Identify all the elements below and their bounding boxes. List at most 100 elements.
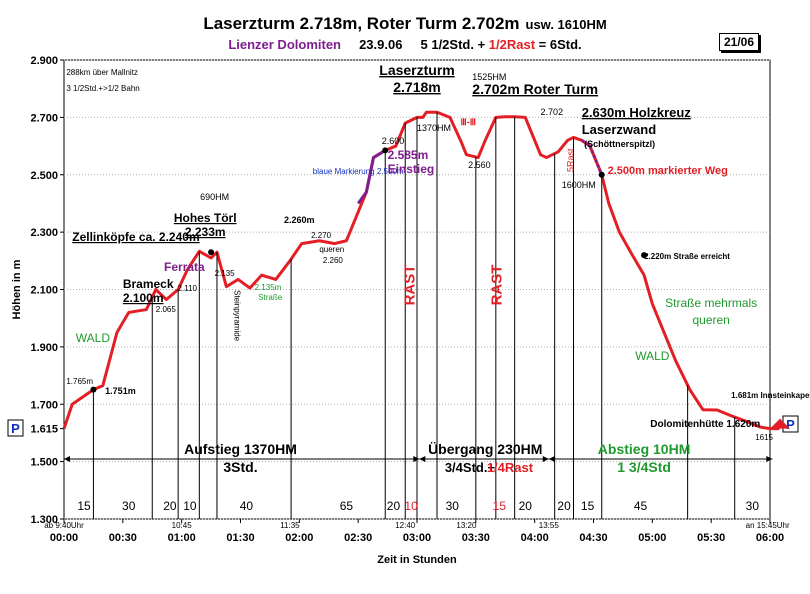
- waypoint-dot-2: [641, 252, 648, 259]
- x-tick-label-9: 04:30: [579, 532, 607, 544]
- grade-label: Ⅲ-Ⅲ: [461, 117, 476, 127]
- x-tick-label-12: 06:00: [756, 532, 784, 544]
- brameck-elev: 2.100m: [123, 291, 164, 305]
- strasse-queren-label: queren: [692, 313, 729, 327]
- segment-minutes-10: 20: [519, 499, 533, 513]
- elev-2135m: 2.135m: [255, 283, 282, 292]
- segment-minutes-12: 15: [581, 499, 595, 513]
- page-number-badge: 21/06: [719, 33, 759, 51]
- time-mark-6: an 15:45Uhr: [746, 521, 790, 530]
- x-tick-label-11: 05:30: [697, 532, 725, 544]
- einstieg-label: Einstieg: [388, 162, 435, 176]
- aufstieg-arrow-head-right: [413, 456, 420, 462]
- time-mark-5: 13:55: [539, 521, 560, 530]
- y-tick-label-2: 1.615: [30, 424, 58, 436]
- queren-small: queren: [319, 245, 344, 254]
- region-label: Lienzer Dolomiten: [228, 37, 341, 52]
- y-tick-label-1: 1.500: [30, 457, 58, 469]
- waypoint-dot-4: [208, 249, 215, 256]
- blue-marker-section: [356, 149, 387, 205]
- elev-1751: 1.751m: [105, 386, 136, 396]
- time-rast: 1/2Rast: [488, 37, 536, 52]
- time-mark-0: ab 9:40Uhr: [44, 521, 84, 530]
- parking-start-box: [7, 419, 24, 437]
- strasse-mehrmals-label: Straße mehrmals: [665, 296, 757, 310]
- abstieg-arrow-head-left: [548, 456, 555, 462]
- time-mark-1: 10:45: [172, 521, 193, 530]
- y-tick-label-0: 1.300: [30, 514, 58, 526]
- segment-minutes-6: 20: [387, 499, 401, 513]
- elev-2260-top: 2.260m: [284, 215, 315, 225]
- chart-header: Laserzturm 2.718m, Roter Turm 2.702m usw.…: [0, 0, 810, 56]
- elev-2702: 2.702: [541, 107, 564, 117]
- roter-turm-label: 2.702m Roter Turm: [472, 81, 598, 97]
- y-axis-label: Höhen in m: [11, 259, 23, 319]
- uebergang-label: Übergang 230HM: [428, 441, 542, 457]
- waypoint-dot-3: [90, 386, 97, 393]
- x-tick-label-7: 03:30: [462, 532, 490, 544]
- laserzturm-label: Laserzturm: [379, 62, 454, 78]
- elev-2260: 2.260: [323, 256, 344, 265]
- waypoint-dot-1: [598, 171, 605, 178]
- ferrata-label: Ferrata: [164, 260, 205, 274]
- x-tick-label-0: 00:00: [50, 532, 78, 544]
- uebergang-time: 3/4Std.+: [445, 460, 496, 475]
- segment-minutes-0: 15: [77, 499, 91, 513]
- x-tick-label-5: 02:30: [344, 532, 372, 544]
- km288-label: 288km über Mallnitz: [66, 68, 138, 77]
- date-label: 23.9.06: [359, 37, 403, 52]
- title-text: Laserzturm 2.718m, Roter Turm 2.702m: [203, 14, 520, 33]
- x-tick-label-6: 03:00: [403, 532, 431, 544]
- x-tick-label-2: 01:00: [168, 532, 196, 544]
- laserzturm-elev: 2.718m: [393, 79, 440, 95]
- abstieg-time: 1 3/4Std: [617, 459, 671, 475]
- holzkreuz-label: 2.630m Holzkreuz: [582, 105, 692, 120]
- dolomitenhuette-label: Dolomitenhütte 1.620m: [650, 419, 760, 430]
- rest-label-2: RAST: [489, 265, 506, 306]
- blaue-label: blaue Markierung 2.500m: [313, 167, 404, 176]
- hm1370-label: 1370HM: [417, 123, 451, 133]
- elev-2110: 2.110: [178, 284, 198, 293]
- chart-subtitle: Lienzer Dolomiten 23.9.06 5 1/2Std. + 1/…: [0, 37, 810, 52]
- elev-2585: 2.585m: [388, 148, 429, 162]
- zellin-label: Zellinköpfe ca. 2.240m: [72, 230, 199, 244]
- uebergang-arrow-head-left: [419, 456, 426, 462]
- abstieg-label: Abstieg 10HM: [598, 441, 691, 457]
- marked-trail-section: [580, 139, 604, 176]
- elev-1765: 1.765m: [66, 377, 93, 386]
- elev-1615: 1615: [755, 433, 773, 442]
- laserzwand-label: Laserzwand: [582, 122, 656, 137]
- rast5-label: 5Rast: [565, 148, 575, 172]
- strasse-label: Straße: [258, 293, 283, 302]
- segment-minutes-2: 20: [163, 499, 177, 513]
- uebergang-rast: 1/4Rast: [487, 460, 534, 475]
- hm1525-label: 1525HM: [472, 72, 506, 82]
- aufstieg-time: 3Std.: [223, 459, 257, 475]
- x-tick-label-1: 00:30: [109, 532, 137, 544]
- time-mark-3: 12:40: [395, 521, 416, 530]
- segment-minutes-1: 30: [122, 499, 136, 513]
- schoettner-label: (Schöttnerspitzl): [584, 139, 655, 149]
- wald-label-1: WALD: [76, 331, 111, 345]
- aufstieg-arrow-head-left: [64, 456, 70, 462]
- x-axis-label: Zeit in Stunden: [377, 554, 457, 566]
- segment-minutes-8: 30: [446, 499, 460, 513]
- elev-1681: 1.681m Innsteinkapelle: [731, 391, 810, 400]
- x-tick-label-10: 05:00: [638, 532, 666, 544]
- parking-end: P: [786, 417, 795, 432]
- elev-2065: 2.065: [156, 305, 177, 314]
- markiert-label: 2.500m markierter Weg: [608, 165, 728, 177]
- waypoint-dot-0: [382, 147, 389, 154]
- parking-start: P: [11, 421, 20, 436]
- bahn-label: 3 1/2Std.+>1/2 Bahn: [66, 84, 139, 93]
- rest-label-1: RAST: [402, 265, 419, 306]
- time-mark-2: 11:35: [280, 521, 300, 530]
- hohes-toerl-label: Hohes Törl: [174, 211, 237, 225]
- uebergang-arrow-head-right: [542, 456, 549, 462]
- brameck-label: Brameck: [123, 277, 174, 291]
- y-tick-label-4: 1.900: [30, 342, 58, 354]
- hohes-toerl-elev: 2.233m: [185, 225, 226, 239]
- y-tick-label-3: 1.700: [30, 399, 58, 411]
- chart-title: Laserzturm 2.718m, Roter Turm 2.702m usw.…: [0, 14, 810, 34]
